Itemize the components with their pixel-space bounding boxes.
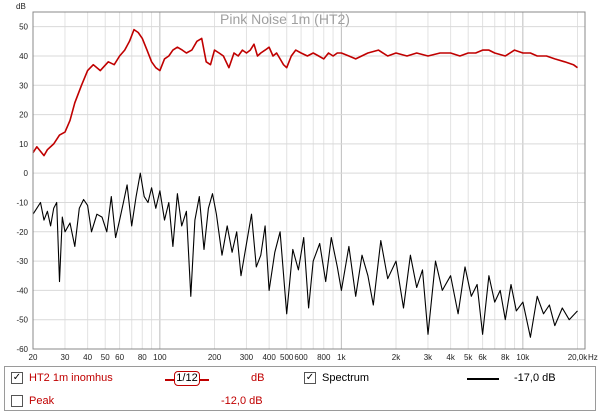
x-tick-label: 5k: [464, 353, 473, 362]
y-tick-label: 10: [19, 140, 28, 149]
y-tick-labels: 50 40 30 20 10 0 -10 -20 -30 -40 -50 -60: [16, 23, 28, 354]
y-tick-label: 20: [19, 111, 28, 120]
x-tick-label: 8k: [501, 353, 510, 362]
x-tick-label: 30: [61, 353, 70, 362]
measurement-checkbox[interactable]: ✓: [11, 372, 23, 384]
x-tick-label: 10k: [516, 353, 530, 362]
x-tick-label: 60: [115, 353, 124, 362]
legend-panel: ✓ HT2 1m inomhus 1/12 dB ✓ Spectrum -17,…: [4, 366, 596, 411]
x-tick-label: 50: [101, 353, 110, 362]
smoothing-value: 1/12: [174, 371, 200, 386]
y-tick-label: -40: [16, 286, 28, 295]
spectrum-label: Spectrum: [322, 372, 370, 384]
x-tick-label: 800: [317, 353, 331, 362]
measurement-unit: dB: [251, 372, 265, 384]
y-tick-label: 30: [19, 81, 28, 90]
x-tick-label: 20: [29, 353, 38, 362]
x-tick-label: 200: [208, 353, 222, 362]
x-tick-label: 6k: [478, 353, 487, 362]
x-tick-label: 4k: [446, 353, 455, 362]
chart-title: Pink Noise 1m (HT2): [220, 11, 350, 27]
x-axis-unit: Hz: [588, 353, 598, 362]
grid: [32, 12, 585, 350]
x-tick-label: 500: [280, 353, 294, 362]
x-tick-label: 20,0k: [568, 353, 589, 362]
x-tick-label: 2k: [392, 353, 401, 362]
y-tick-label: 40: [19, 52, 28, 61]
smoothing-control[interactable]: 1/12: [165, 370, 209, 388]
series-line-measurement: [32, 28, 578, 157]
x-tick-label: 80: [138, 353, 147, 362]
x-tick-label: 40: [83, 353, 92, 362]
y-tick-label: 50: [19, 23, 28, 32]
legend-row-peak: Peak -12,0 dB: [5, 392, 595, 412]
y-tick-label: -50: [16, 316, 28, 325]
plot-frame: [32, 11, 586, 350]
y-tick-label: -30: [16, 257, 28, 266]
x-tick-label: 400: [262, 353, 276, 362]
x-tick-label: 300: [240, 353, 254, 362]
y-tick-label: -60: [16, 345, 28, 354]
y-axis-unit: dB: [16, 2, 26, 11]
x-tick-label: 1k: [337, 353, 346, 362]
peak-checkbox[interactable]: [11, 395, 23, 407]
peak-value: -12,0 dB: [221, 395, 263, 407]
y-tick-label: -20: [16, 228, 28, 237]
x-tick-label: 100: [153, 353, 167, 362]
y-tick-label: -10: [16, 198, 28, 207]
x-tick-label: 600: [294, 353, 308, 362]
measurement-name[interactable]: HT2 1m inomhus: [29, 372, 113, 384]
legend-row-measurement: ✓ HT2 1m inomhus 1/12 dB ✓ Spectrum -17,…: [5, 369, 595, 389]
series-line-spectrum: [32, 172, 578, 338]
spectrum-value: -17,0 dB: [514, 372, 556, 384]
spectrum-checkbox[interactable]: ✓: [304, 372, 316, 384]
y-tick-label: 0: [24, 169, 29, 178]
x-tick-labels: 20 30 40 50 60 80 100 200 300 400 500 600 800 1k 2k 3k 4…: [29, 353, 589, 362]
spectrum-trace-swatch: [467, 378, 499, 380]
series-group: [32, 28, 578, 338]
peak-label: Peak: [29, 395, 55, 407]
x-tick-label: 3k: [424, 353, 433, 362]
